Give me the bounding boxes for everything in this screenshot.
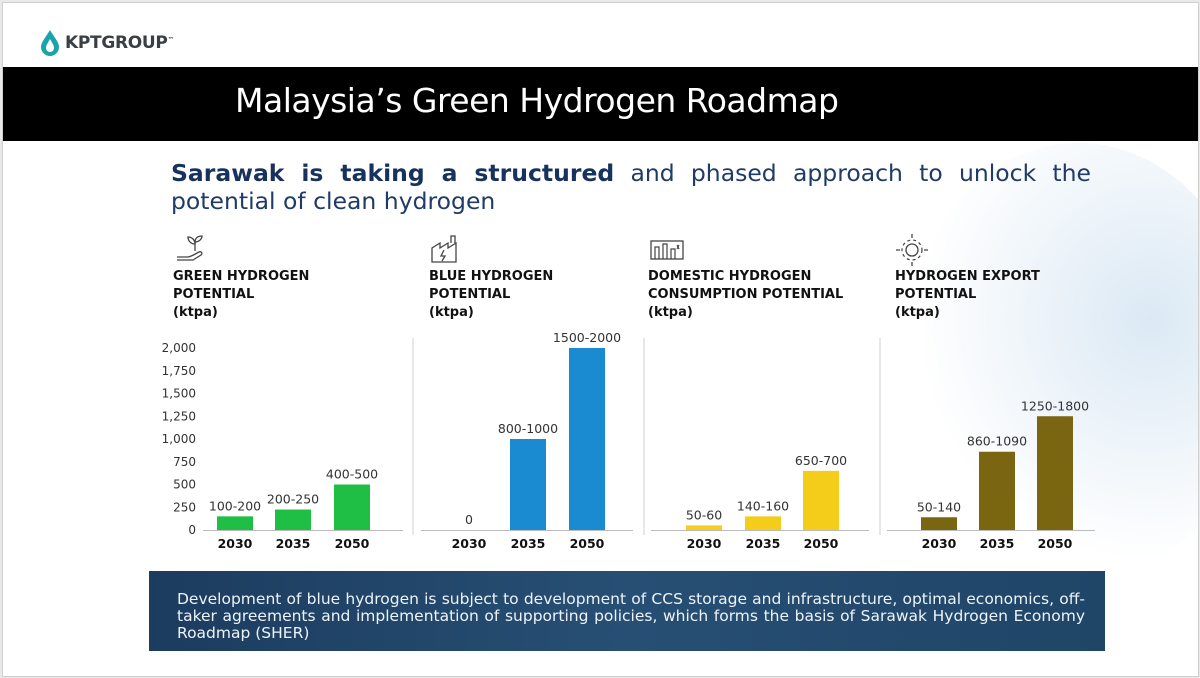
droplet-logo-icon	[41, 30, 59, 56]
footer-note-box: Development of blue hydrogen is subject …	[149, 571, 1105, 651]
panel-green-header: GREEN HYDROGEN POTENTIAL (ktpa)	[173, 268, 309, 322]
x-tick-label: 2030	[687, 536, 722, 551]
y-tick-label: 750	[173, 455, 196, 469]
y-tick-label: 1,500	[162, 387, 196, 401]
gear-arrows-icon	[896, 234, 928, 266]
hydrogen-bar-charts: 0 250 500 750 1,000 1,250 1,500 1,750 2,000 100-2…	[162, 330, 1095, 551]
factory-icon	[431, 235, 457, 263]
bar-value-label: 100-200	[209, 498, 261, 513]
panel-export-line2: POTENTIAL	[895, 287, 977, 302]
logo-wordmark: KPTGROUP™	[65, 33, 174, 53]
x-tick-label: 2030	[922, 536, 957, 551]
x-tick-label: 2050	[1038, 536, 1073, 551]
panel-blue-unit: (ktpa)	[429, 305, 474, 320]
panel-domestic-line2: CONSUMPTION POTENTIAL	[648, 287, 844, 302]
headline: Sarawak is taking a structured and phase…	[171, 159, 1091, 215]
bar-2050	[1037, 416, 1073, 530]
panel-export-unit: (ktpa)	[895, 305, 940, 320]
bar-2050	[569, 348, 605, 530]
footer-note: Development of blue hydrogen is subject …	[177, 590, 1085, 642]
bar-2035	[745, 516, 781, 530]
headline-rest: and phased approach to unlock the potent…	[171, 159, 1092, 215]
panel-blue-line1: BLUE HYDROGEN	[429, 269, 554, 284]
bar-value-label: 1500-2000	[553, 330, 621, 345]
x-tick-label: 2050	[570, 536, 605, 551]
panel-blue-header: BLUE HYDROGEN POTENTIAL (ktpa)	[429, 268, 553, 322]
y-tick-label: 2,000	[162, 341, 196, 355]
bar-value-label: 0	[465, 512, 473, 527]
title-bar: Malaysia’s Green Hydrogen Roadmap	[3, 67, 1198, 141]
x-tick-label: 2050	[335, 536, 370, 551]
panel-export-header: HYDROGEN EXPORT POTENTIAL (ktpa)	[895, 268, 1040, 322]
x-tick-label: 2035	[980, 536, 1015, 551]
bar-value-label: 860-1090	[967, 434, 1027, 449]
industry-icon	[650, 240, 684, 260]
headline-bold: Sarawak is taking a structured	[171, 159, 615, 187]
bar-value-label: 50-60	[686, 507, 722, 522]
bar-value-label: 400-500	[326, 467, 378, 482]
y-tick-label: 1,000	[162, 432, 196, 446]
bar-2030	[921, 517, 957, 530]
bar-2035	[510, 439, 546, 530]
bar-value-label: 650-700	[795, 453, 847, 468]
panel-green-line2: POTENTIAL	[173, 287, 255, 302]
bar-value-label: 800-1000	[498, 421, 558, 436]
kpt-logo: KPTGROUP™	[39, 29, 174, 57]
y-tick-label: 1,250	[162, 409, 196, 423]
bar-2035	[275, 509, 311, 530]
bar-2050	[803, 470, 839, 530]
sprout-hand-icon	[177, 235, 203, 261]
bar-2035	[979, 451, 1015, 530]
panel-domestic-header: DOMESTIC HYDROGEN CONSUMPTION POTENTIAL …	[648, 268, 843, 322]
x-tick-label: 2050	[804, 536, 839, 551]
bar-2030	[686, 525, 722, 530]
x-tick-label: 2030	[218, 536, 253, 551]
bar-2030	[217, 516, 253, 530]
x-tick-label: 2035	[511, 536, 546, 551]
panel-green-unit: (ktpa)	[173, 305, 218, 320]
panel-export-line1: HYDROGEN EXPORT	[895, 269, 1040, 284]
panel-blue-line2: POTENTIAL	[429, 287, 511, 302]
y-tick-label: 1,750	[162, 364, 196, 378]
bar-value-label: 1250-1800	[1021, 398, 1089, 413]
x-tick-label: 2035	[746, 536, 781, 551]
y-tick-label: 250	[173, 500, 196, 514]
bar-value-label: 50-140	[917, 499, 961, 514]
x-tick-label: 2035	[276, 536, 311, 551]
bar-value-label: 200-250	[267, 492, 319, 507]
panel-green-line1: GREEN HYDROGEN	[173, 269, 310, 284]
y-tick-label: 0	[188, 523, 196, 537]
bar-2050	[334, 484, 370, 530]
panel-domestic-unit: (ktpa)	[648, 305, 693, 320]
panel-domestic-line1: DOMESTIC HYDROGEN	[648, 269, 812, 284]
y-tick-label: 500	[173, 478, 196, 492]
bar-value-label: 140-160	[737, 498, 789, 513]
x-tick-label: 2030	[452, 536, 487, 551]
page-title: Malaysia’s Green Hydrogen Roadmap	[235, 81, 839, 120]
